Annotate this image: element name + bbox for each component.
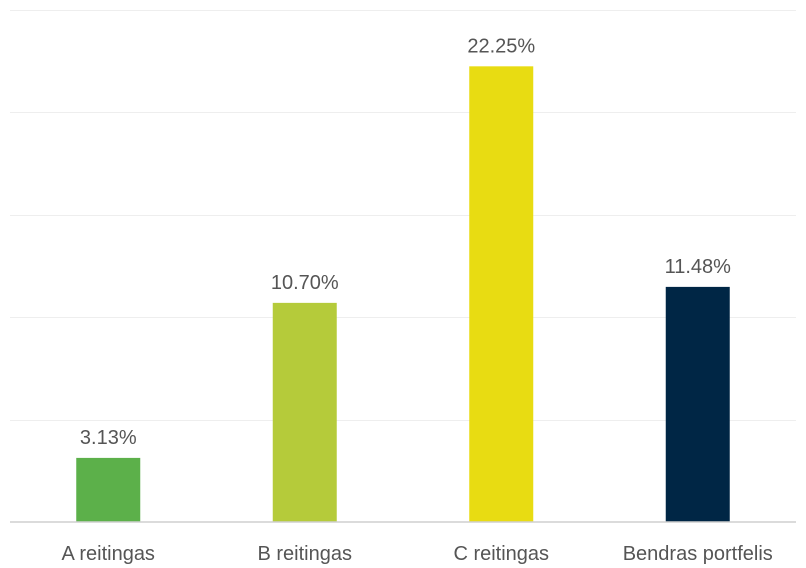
gridlines — [10, 10, 796, 421]
value-label-4: 11.48% — [665, 256, 732, 278]
value-label-2: 10.70% — [271, 272, 339, 294]
bars — [76, 66, 730, 522]
category-labels: A reitingas B reitingas C reitingas Bendras… — [62, 543, 773, 565]
bar-3 — [469, 66, 534, 522]
value-labels: 3.13% 10.70% 22.25% 11.48% — [80, 35, 731, 449]
value-label-1: 3.13% — [80, 427, 137, 449]
bar-1 — [76, 457, 141, 522]
category-label-1: A reitingas — [62, 543, 155, 565]
bar-4 — [665, 286, 730, 522]
category-label-2: B reitingas — [258, 543, 353, 565]
bar-2 — [272, 302, 337, 522]
category-label-3: C reitingas — [453, 543, 549, 565]
category-label-4: Bendras portfelis — [623, 543, 773, 565]
value-label-3: 22.25% — [467, 35, 535, 57]
